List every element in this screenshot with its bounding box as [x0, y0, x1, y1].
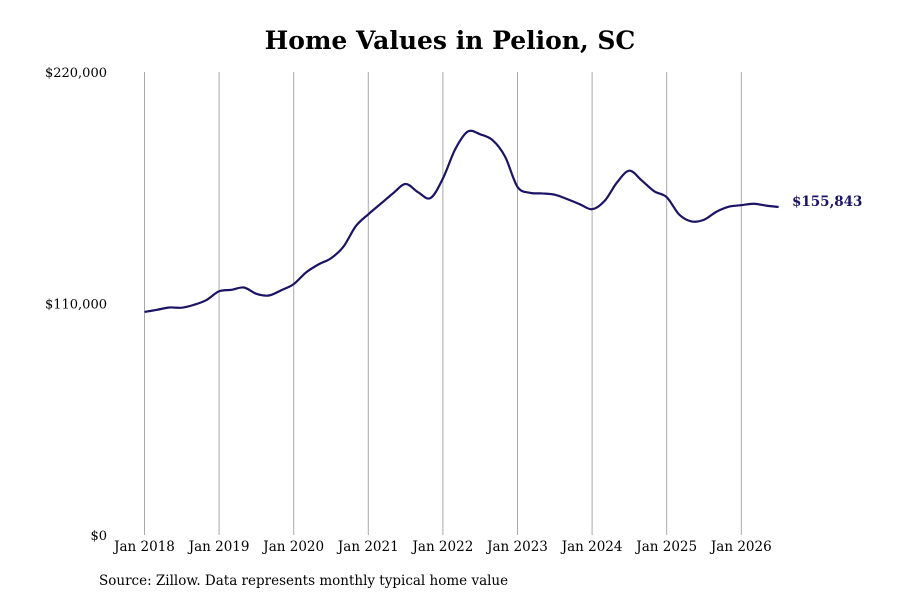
x-tick-label: Jan 2026 [709, 539, 772, 555]
series-line [144, 129, 779, 314]
y-axis-ticks: $0 $110,000 $220,000 [45, 66, 107, 544]
end-value-label: $155,843 [792, 194, 862, 210]
x-tick-label: Jan 2021 [336, 539, 399, 555]
x-tick-label: Jan 2023 [485, 539, 548, 555]
source-note: Source: Zillow. Data represents monthly … [99, 573, 509, 589]
y-tick-label: $110,000 [45, 298, 107, 313]
y-tick-label: $0 [90, 529, 107, 544]
chart-title: Home Values in Pelion, SC [264, 26, 636, 55]
grid-lines [144, 72, 742, 535]
x-tick-label: Jan 2025 [634, 539, 697, 555]
x-tick-label: Jan 2019 [187, 539, 250, 555]
x-tick-label: Jan 2020 [261, 539, 324, 555]
x-tick-label: Jan 2024 [560, 539, 623, 555]
x-axis-ticks: Jan 2018 Jan 2019 Jan 2020 Jan 2021 Jan 2022… [112, 539, 772, 555]
y-tick-label: $220,000 [45, 66, 107, 81]
x-tick-label: Jan 2018 [112, 539, 175, 555]
series-points [144, 131, 779, 312]
x-tick-label: Jan 2022 [410, 539, 473, 555]
